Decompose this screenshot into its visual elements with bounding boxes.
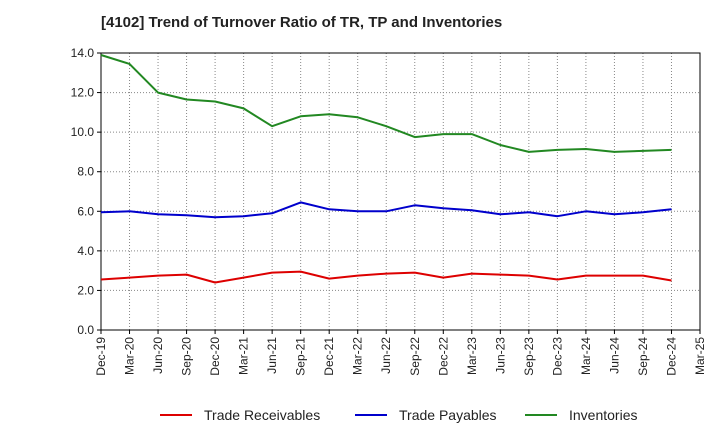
y-tick-label: 8.0 xyxy=(77,165,94,179)
x-tick-label: Dec-20 xyxy=(208,337,222,376)
x-tick-label: Mar-25 xyxy=(693,337,707,375)
series-lines xyxy=(100,54,672,284)
y-tick-label: 10.0 xyxy=(71,125,95,139)
x-tick-label: Sep-21 xyxy=(294,337,308,376)
gridlines xyxy=(101,53,700,330)
x-tick-label: Jun-20 xyxy=(151,337,165,374)
x-tick-label: Jun-22 xyxy=(379,337,393,374)
x-tick-label: Dec-23 xyxy=(550,337,564,376)
x-tick-label: Mar-21 xyxy=(237,337,251,375)
legend: Trade Receivables Trade Payables Inventori… xyxy=(160,407,637,423)
x-tick-label: Jun-23 xyxy=(493,337,507,374)
series-line xyxy=(100,201,672,219)
x-tick-label: Sep-24 xyxy=(636,337,650,376)
x-tick-label: Dec-21 xyxy=(322,337,336,376)
x-tick-label: Mar-24 xyxy=(579,337,593,375)
plot-area xyxy=(100,52,701,331)
x-tick-label: Mar-20 xyxy=(123,337,137,375)
y-tick-label: 6.0 xyxy=(77,204,94,218)
series-line xyxy=(100,54,672,153)
x-tick-label: Dec-22 xyxy=(436,337,450,376)
x-tick-label: Mar-22 xyxy=(351,337,365,375)
x-tick-label: Mar-23 xyxy=(465,337,479,375)
x-tick-label: Sep-22 xyxy=(408,337,422,376)
legend-label: Trade Payables xyxy=(399,407,497,423)
chart-title: [4102] Trend of Turnover Ratio of TR, TP… xyxy=(101,14,503,31)
legend-label: Inventories xyxy=(569,407,637,423)
y-tick-label: 4.0 xyxy=(77,244,94,258)
series-line xyxy=(100,270,672,284)
x-tick-label: Jun-24 xyxy=(607,337,621,374)
y-tick-label: 14.0 xyxy=(71,46,95,60)
x-tick-label: Sep-20 xyxy=(180,337,194,376)
x-tick-label: Dec-24 xyxy=(664,337,678,376)
axes: 0.0 2.0 4.0 6.0 8.0 10.0 12.0 14.0 Dec-19 Mar-20 J… xyxy=(71,46,707,376)
x-tick-label: Jun-21 xyxy=(265,337,279,374)
legend-label: Trade Receivables xyxy=(204,407,320,423)
y-tick-label: 0.0 xyxy=(77,323,94,337)
x-tick-label: Sep-23 xyxy=(522,337,536,376)
x-tick-label: Dec-19 xyxy=(94,337,108,376)
y-tick-label: 2.0 xyxy=(77,283,94,297)
y-tick-label: 12.0 xyxy=(71,86,95,100)
